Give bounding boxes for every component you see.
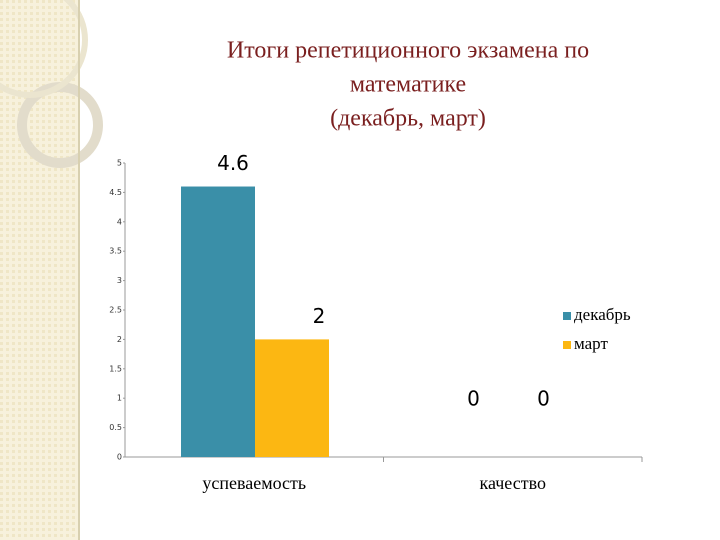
- x-tick-label: успеваемость: [202, 473, 306, 493]
- decor-ring: [0, 0, 88, 98]
- y-tick-label: 2: [117, 335, 122, 344]
- chart-title: математике: [350, 72, 466, 98]
- chart-title: (декабрь, март): [330, 106, 486, 132]
- data-label: 0: [537, 387, 550, 411]
- legend-label: декабрь: [574, 305, 631, 324]
- data-label: 4.6: [217, 151, 249, 175]
- legend-label: март: [574, 334, 608, 353]
- bar: [255, 339, 329, 457]
- y-tick-label: 1: [117, 394, 122, 403]
- y-tick-label: 4.5: [109, 188, 122, 197]
- y-tick-label: 4: [117, 217, 122, 226]
- y-tick-label: 0.5: [109, 423, 122, 432]
- y-tick-label: 3.5: [109, 247, 122, 256]
- y-tick-label: 2.5: [109, 306, 122, 315]
- data-label: 0: [467, 387, 480, 411]
- data-label: 2: [313, 304, 326, 328]
- bar: [181, 186, 255, 457]
- y-tick-label: 3: [117, 276, 122, 285]
- y-tick-label: 1.5: [109, 364, 122, 373]
- legend-swatch: [563, 312, 571, 320]
- y-tick-label: 5: [117, 159, 122, 168]
- y-tick-label: 0: [117, 453, 122, 462]
- legend-swatch: [563, 341, 571, 349]
- chart-title: Итоги репетиционного экзамена по: [227, 38, 589, 64]
- x-tick-label: качество: [480, 473, 546, 493]
